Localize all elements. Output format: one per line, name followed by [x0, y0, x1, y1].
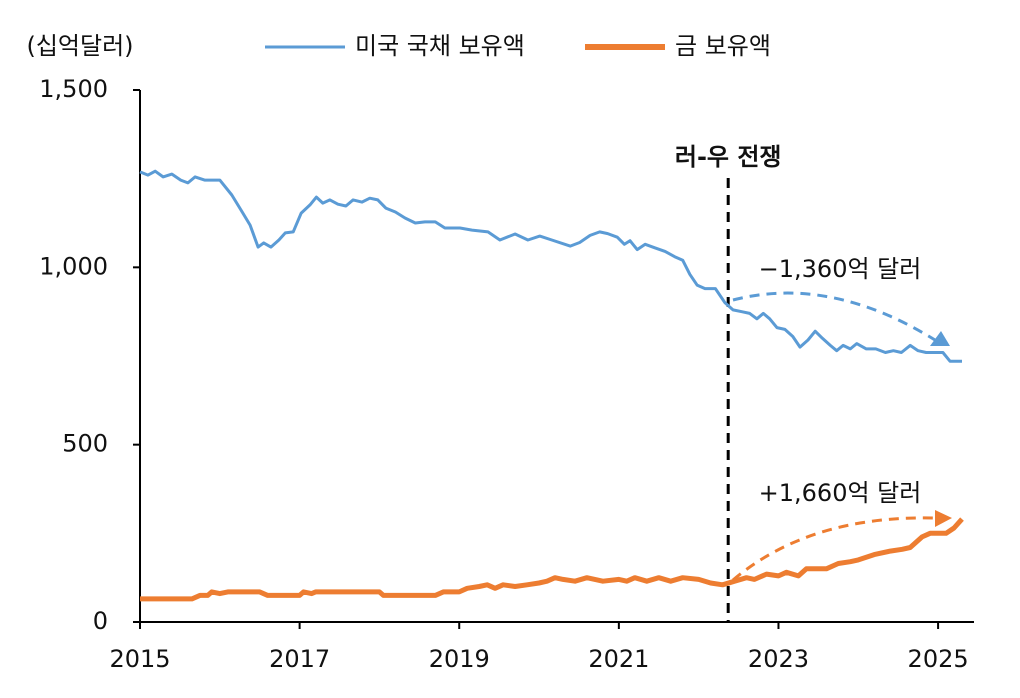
x-tick-label: 2021: [588, 645, 649, 673]
y-tick-label: 500: [62, 430, 108, 458]
legend-label: 금 보유액: [675, 32, 771, 60]
data-line: [140, 517, 964, 602]
x-tick-label: 2019: [429, 645, 490, 673]
arrow-head: [935, 510, 952, 527]
legend: 미국 국채 보유액 금 보유액: [265, 32, 771, 60]
x-tick-label: 2025: [908, 645, 969, 673]
y-tick-label: 0: [93, 607, 108, 635]
x-tick-label: 2017: [269, 645, 330, 673]
arrow-head: [930, 331, 950, 346]
y-tick-label: 1,000: [39, 252, 108, 280]
decline-arrow: [732, 291, 936, 342]
legend-label: 미국 국채 보유액: [355, 32, 525, 60]
x-tick-label: 2023: [748, 645, 809, 673]
event-label: 러-우 전쟁: [675, 143, 782, 171]
annotation: −1,360억 달러: [759, 255, 922, 283]
y-tick-label: 1,500: [39, 75, 108, 103]
annotation: +1,660억 달러: [759, 479, 922, 507]
rise-arrow: [732, 516, 936, 582]
data-line: [139, 169, 962, 363]
x-tick-label: 2015: [109, 645, 170, 673]
y-axis-label: (십억달러): [26, 32, 133, 60]
